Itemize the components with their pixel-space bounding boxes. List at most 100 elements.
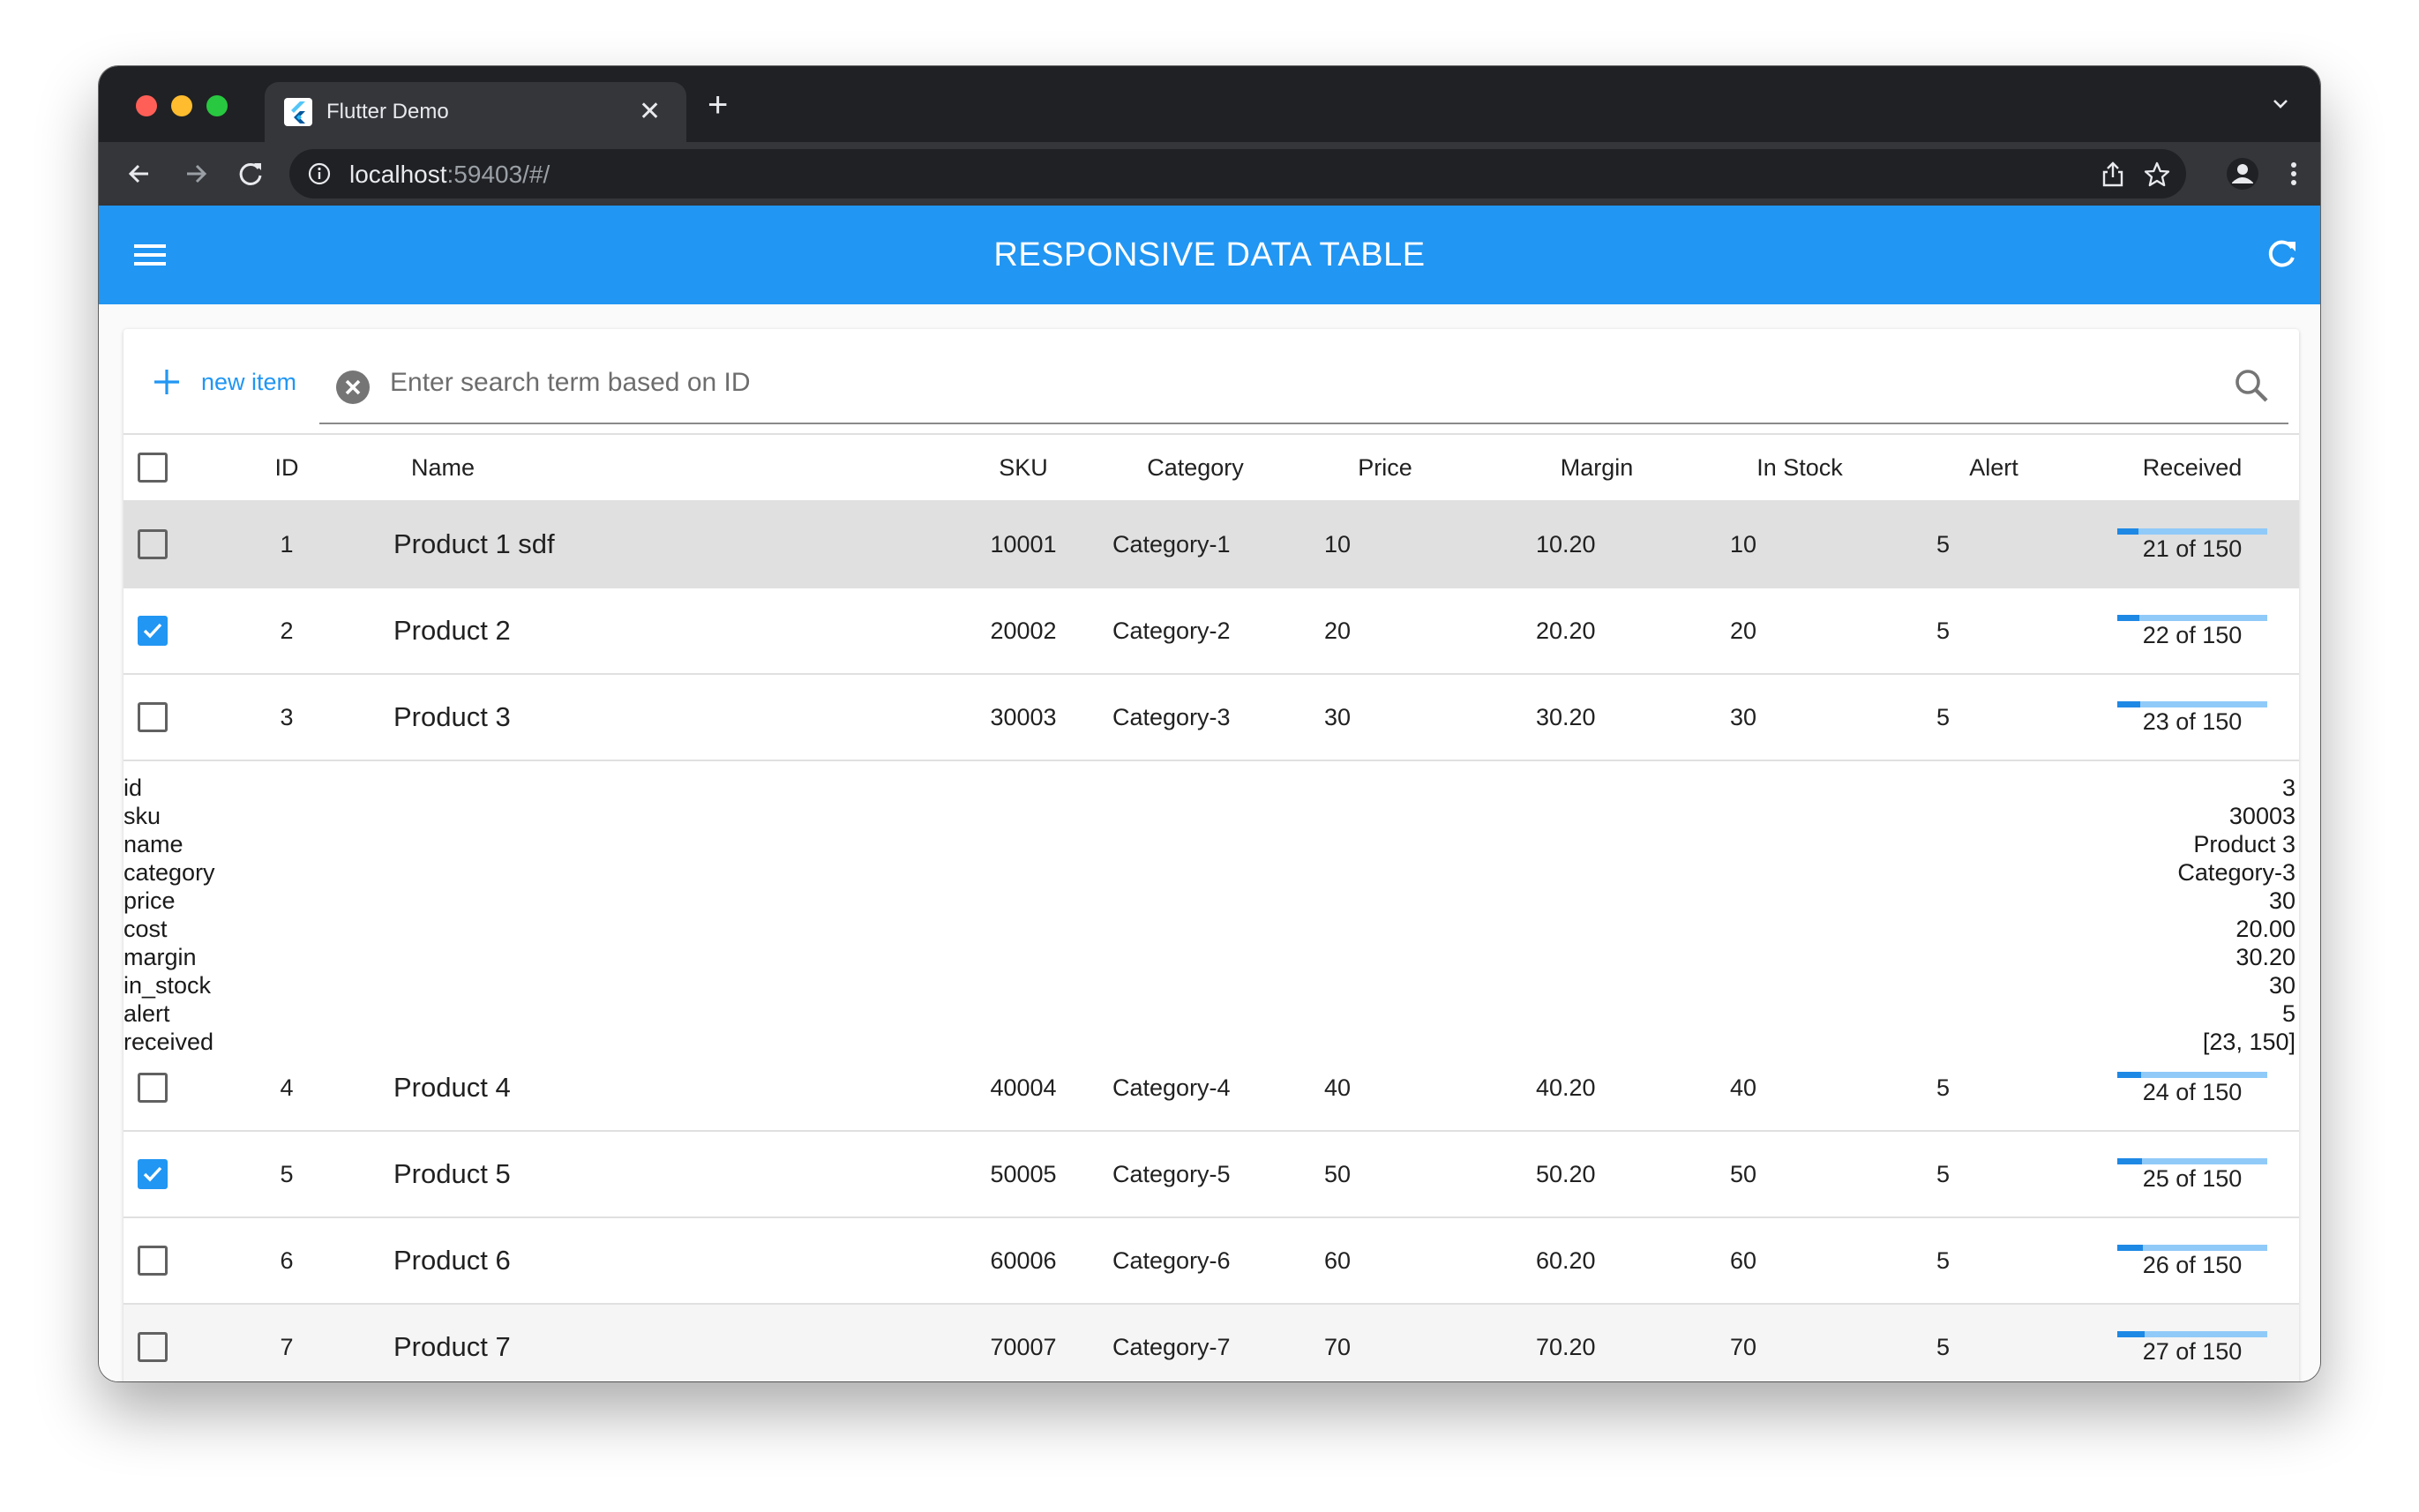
search-input[interactable] <box>390 361 2207 405</box>
cell-id: 6 <box>280 1246 294 1274</box>
detail-value: [23, 150] <box>2202 1029 2295 1055</box>
cell-id: 7 <box>280 1333 294 1360</box>
info-icon[interactable] <box>307 161 332 186</box>
detail-key: alert <box>124 1000 170 1027</box>
url-text[interactable]: localhost:59403/#/ <box>349 161 550 189</box>
bookmark-star-icon[interactable] <box>2142 160 2172 190</box>
table-row[interactable]: 3 Product 3 30003 Category-3 30 30.20 30… <box>124 675 2299 761</box>
row-checkbox[interactable] <box>138 1159 168 1189</box>
address-bar[interactable]: localhost:59403/#/ <box>289 149 2186 198</box>
table-body: 1 Product 1 sdf 10001 Category-1 10 10.2… <box>124 502 2299 1381</box>
received-label: 26 of 150 <box>2142 1252 2243 1278</box>
table-row[interactable]: 2 Product 2 20002 Category-2 20 20.20 20… <box>124 588 2299 675</box>
table-row[interactable]: 1 Product 1 sdf 10001 Category-1 10 10.2… <box>124 502 2299 588</box>
row-select-cell <box>124 502 185 587</box>
column-header-in-stock[interactable]: In Stock <box>1756 453 1843 481</box>
cell-name: Product 2 <box>393 615 511 646</box>
cell-margin: 60.20 <box>1536 1246 1596 1274</box>
profile-avatar-icon[interactable] <box>2225 156 2260 191</box>
column-header-category[interactable]: Category <box>1147 453 1244 481</box>
row-checkbox[interactable] <box>138 702 168 732</box>
close-window-button[interactable] <box>136 95 157 116</box>
row-checkbox[interactable] <box>138 616 168 646</box>
new-item-button[interactable]: new item <box>150 364 296 400</box>
detail-row: in_stock 30 <box>124 971 2299 999</box>
table-row[interactable]: 6 Product 6 60006 Category-6 60 60.20 60… <box>124 1218 2299 1305</box>
browser-toolbar: localhost:59403/#/ <box>99 142 2320 206</box>
row-checkbox[interactable] <box>138 1246 168 1276</box>
row-checkbox[interactable] <box>138 529 168 559</box>
cell-name: Product 4 <box>393 1072 511 1103</box>
table-row[interactable]: 5 Product 5 50005 Category-5 50 50.20 50… <box>124 1132 2299 1218</box>
cell-price: 60 <box>1324 1246 1352 1274</box>
detail-row: received [23, 150] <box>124 1028 2299 1056</box>
new-tab-icon[interactable]: + <box>708 86 729 124</box>
cell-received: 23 of 150 <box>2117 675 2267 760</box>
cell-alert: 5 <box>1936 1074 1951 1101</box>
browser-tab[interactable]: Flutter Demo ✕ <box>265 82 686 142</box>
received-progress-fill <box>2117 615 2139 621</box>
forward-arrow-icon[interactable] <box>178 156 213 191</box>
back-arrow-icon[interactable] <box>122 156 157 191</box>
column-header-received[interactable]: Received <box>2142 453 2243 481</box>
detail-value: Category-3 <box>2177 859 2295 886</box>
detail-value: 5 <box>2281 1000 2295 1027</box>
column-header-alert[interactable]: Alert <box>1969 453 2018 481</box>
column-header-id[interactable]: ID <box>274 453 299 481</box>
detail-key: in_stock <box>124 972 212 999</box>
received-progress-bar <box>2117 615 2267 621</box>
share-icon[interactable] <box>2098 160 2128 190</box>
detail-value: 3 <box>2281 775 2295 801</box>
refresh-icon[interactable] <box>2262 236 2301 274</box>
received-label: 25 of 150 <box>2142 1165 2243 1192</box>
cell-sku: 70007 <box>990 1333 1057 1360</box>
page-title: RESPONSIVE DATA TABLE <box>993 236 1426 273</box>
cell-in-stock: 50 <box>1730 1160 1757 1187</box>
app-bar: RESPONSIVE DATA TABLE <box>99 206 2320 304</box>
detail-value: 20.00 <box>2236 916 2295 942</box>
cell-margin: 50.20 <box>1536 1160 1596 1187</box>
checkmark-icon <box>143 623 162 639</box>
search-icon[interactable] <box>2232 366 2271 405</box>
cell-id: 5 <box>280 1160 294 1187</box>
cell-id: 1 <box>280 530 294 558</box>
table-row[interactable]: 4 Product 4 40004 Category-4 40 40.20 40… <box>124 1045 2299 1132</box>
row-checkbox[interactable] <box>138 1332 168 1362</box>
column-header-margin[interactable]: Margin <box>1560 453 1634 481</box>
detail-value: 30 <box>2268 887 2295 914</box>
detail-key: cost <box>124 916 168 942</box>
table-row[interactable]: 7 Product 7 70007 Category-7 70 70.20 70… <box>124 1305 2299 1381</box>
received-progress-fill <box>2117 1158 2143 1164</box>
cell-in-stock: 10 <box>1730 530 1757 558</box>
reload-icon[interactable] <box>233 156 268 191</box>
cell-price: 70 <box>1324 1333 1352 1360</box>
close-icon[interactable]: ✕ <box>639 97 662 126</box>
detail-key: name <box>124 831 183 857</box>
row-checkbox[interactable] <box>138 1073 168 1103</box>
detail-key: margin <box>124 944 197 970</box>
received-label: 27 of 150 <box>2142 1338 2243 1365</box>
received-progress-bar <box>2117 1072 2267 1078</box>
select-all-cell <box>124 435 185 500</box>
cell-margin: 40.20 <box>1536 1074 1596 1101</box>
cell-margin: 30.20 <box>1536 703 1596 730</box>
detail-row: sku 30003 <box>124 802 2299 830</box>
browser-window: Flutter Demo ✕ + localhost:59403/#/ <box>99 66 2320 1381</box>
zoom-window-button[interactable] <box>206 95 228 116</box>
hamburger-menu-icon[interactable] <box>132 237 168 273</box>
table-toolbar: new item <box>124 329 2299 433</box>
chevron-down-icon[interactable] <box>2267 91 2294 117</box>
column-header-sku[interactable]: SKU <box>999 453 1048 481</box>
cell-in-stock: 40 <box>1730 1074 1757 1101</box>
clear-search-icon[interactable] <box>335 370 371 405</box>
minimize-window-button[interactable] <box>171 95 192 116</box>
row-select-cell <box>124 1218 185 1303</box>
column-header-price[interactable]: Price <box>1358 453 1412 481</box>
select-all-checkbox[interactable] <box>138 453 168 483</box>
cell-received: 25 of 150 <box>2117 1132 2267 1216</box>
received-progress-bar <box>2117 1331 2267 1337</box>
kebab-menu-icon[interactable] <box>2276 156 2311 191</box>
cell-margin: 20.20 <box>1536 617 1596 644</box>
cell-margin: 10.20 <box>1536 530 1596 558</box>
column-header-name[interactable]: Name <box>411 453 476 481</box>
